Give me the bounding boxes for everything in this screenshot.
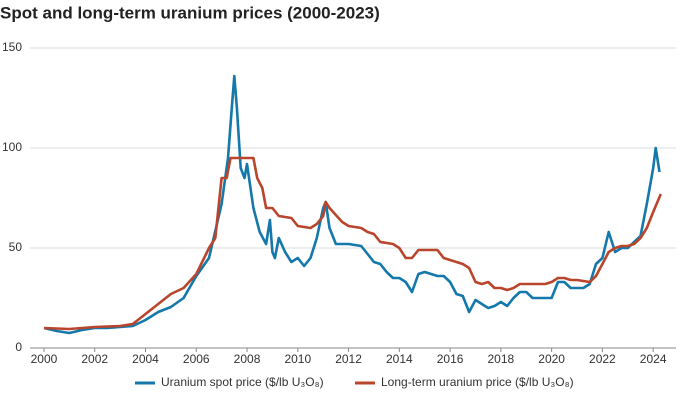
x-tick-label: 2016 xyxy=(437,352,464,366)
x-tick-label: 2008 xyxy=(234,352,261,366)
x-tick-label: 2012 xyxy=(335,352,362,366)
x-tick-label: 2014 xyxy=(386,352,413,366)
x-tick-label: 2000 xyxy=(31,352,58,366)
y-tick-label: 50 xyxy=(9,240,23,254)
x-tick-label: 2024 xyxy=(640,352,667,366)
legend-label: Long-term uranium price ($/lb U₃O₈) xyxy=(381,375,574,389)
x-tick-label: 2006 xyxy=(183,352,210,366)
x-tick-label: 2018 xyxy=(488,352,515,366)
series-line xyxy=(43,74,661,335)
x-tick-label: 2004 xyxy=(132,352,159,366)
x-tick-label: 2022 xyxy=(589,352,616,366)
y-tick-label: 100 xyxy=(2,140,22,154)
x-tick-label: 2002 xyxy=(81,352,108,366)
y-tick-label: 150 xyxy=(2,40,22,54)
chart-title: Spot and long-term uranium prices (2000-… xyxy=(0,3,380,22)
y-tick-label: 0 xyxy=(15,340,22,354)
series-line xyxy=(43,156,662,331)
x-tick-label: 2010 xyxy=(284,352,311,366)
legend-label: Uranium spot price ($/lb U₃O₈) xyxy=(161,375,324,389)
x-tick-label: 2020 xyxy=(538,352,565,366)
